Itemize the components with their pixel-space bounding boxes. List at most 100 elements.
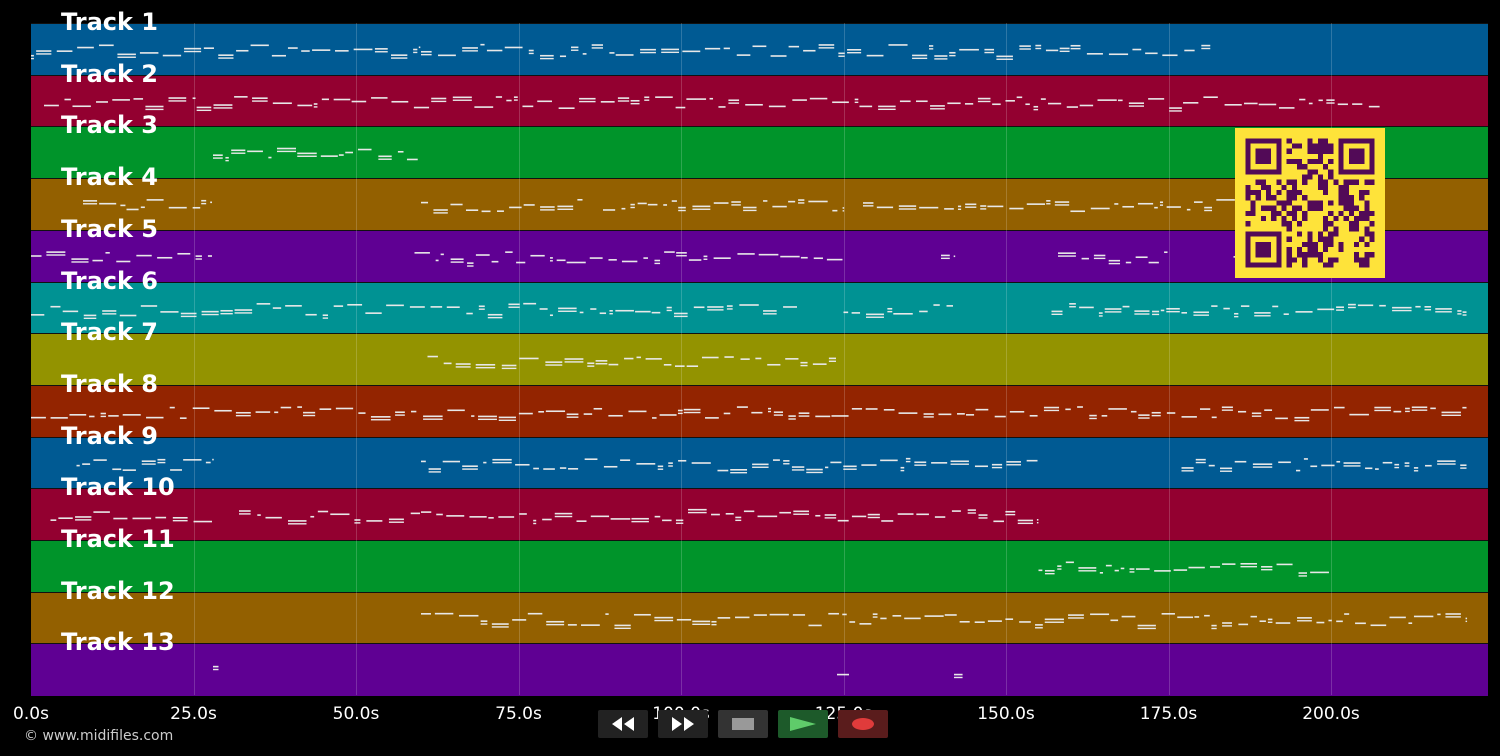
midi-note [1413,469,1419,472]
track-lane[interactable]: Track 9 [31,422,1488,490]
track-lane[interactable]: Track 13 [31,628,1488,697]
midi-note [730,468,748,471]
midi-note [184,50,202,53]
midi-note [481,210,491,213]
midi-note [1183,101,1199,104]
midi-note [76,464,80,467]
midi-note [179,417,187,419]
midi-note [579,100,596,102]
track-lane[interactable]: Track 2 [31,60,1488,128]
midi-note [1344,612,1350,615]
midi-note [1166,412,1176,414]
midi-note [180,312,197,314]
midi-note [590,307,597,310]
midi-note [1240,562,1258,565]
track-lane[interactable]: Track 1 [31,8,1488,76]
midi-note [455,366,471,368]
midi-note [1445,615,1461,618]
midi-note [1261,568,1273,571]
midi-note [644,99,650,101]
midi-note [1368,105,1380,108]
midi-note [654,259,661,262]
fast-forward-icon [672,717,694,731]
midi-note [892,614,902,617]
midi-note [549,259,553,262]
midi-note [1125,261,1132,264]
track-lane[interactable]: Track 6 [31,267,1488,335]
midi-note [491,622,509,625]
midi-note [711,514,720,516]
midi-note [75,519,92,521]
midi-note [523,204,535,206]
midi-note [783,305,797,308]
midi-note [564,361,584,363]
midi-note [540,57,554,60]
midi-note [421,53,432,56]
midi-note [1070,47,1081,50]
midi-note [313,102,318,105]
midi-note [1160,309,1165,311]
midi-note [818,47,835,49]
midi-note [1029,414,1038,417]
track-lane[interactable]: Track 11 [31,525,1488,593]
track-lane[interactable]: Track 7 [31,318,1488,386]
midi-note [593,407,603,410]
midi-note [996,58,1013,60]
play-button[interactable] [778,710,828,738]
midi-note [1261,565,1273,568]
midi-note [538,410,544,413]
midi-note [703,258,708,260]
midi-note [170,468,182,471]
midi-note [707,305,724,308]
midi-note [1070,44,1081,47]
track-lane[interactable]: Track 12 [31,577,1488,645]
piano-roll[interactable]: Track 1 Track 2 Track 3 Track 4 Track 5 Track… [31,8,1488,697]
midi-note [620,458,631,461]
record-button[interactable] [838,710,888,738]
stop-button[interactable] [718,710,768,738]
midi-note [1051,310,1063,312]
midi-note [631,521,649,523]
midi-note [755,357,762,360]
midi-note [677,412,683,414]
fast-forward-button[interactable] [658,710,708,738]
midi-note [1166,310,1180,312]
track-lane[interactable]: Track 10 [31,473,1488,541]
midi-note [1108,259,1121,262]
midi-note [207,254,212,257]
midi-note [1129,568,1135,570]
midi-note [388,518,404,521]
midi-note [798,415,810,417]
note-lane [31,251,1265,267]
midi-note [1152,313,1160,315]
midi-note [838,52,845,55]
midi-note [615,309,634,312]
midi-note [1435,307,1452,310]
midi-note [239,513,251,515]
rewind-button[interactable] [598,710,648,738]
midi-note [770,55,787,57]
midi-note [83,200,98,202]
midi-note [423,415,443,417]
midi-note [713,202,729,204]
midi-note [772,205,787,208]
midi-note [773,414,783,416]
midi-note [319,408,332,410]
midi-note [1333,406,1345,409]
track-lane[interactable]: Track 8 [31,370,1488,438]
midi-note [193,521,212,523]
midi-note [172,517,188,519]
midi-note [1181,311,1188,314]
midi-note [1128,102,1145,104]
midi-note [664,251,675,253]
midi-note [1252,462,1273,465]
midi-note [1181,466,1194,469]
midi-note [1054,201,1070,203]
midi-note [919,206,939,209]
midi-note [395,411,405,413]
midi-note [581,624,600,626]
midi-note [82,462,91,465]
midi-note [99,202,117,205]
midi-note [987,620,1002,622]
midi-note [898,205,917,207]
